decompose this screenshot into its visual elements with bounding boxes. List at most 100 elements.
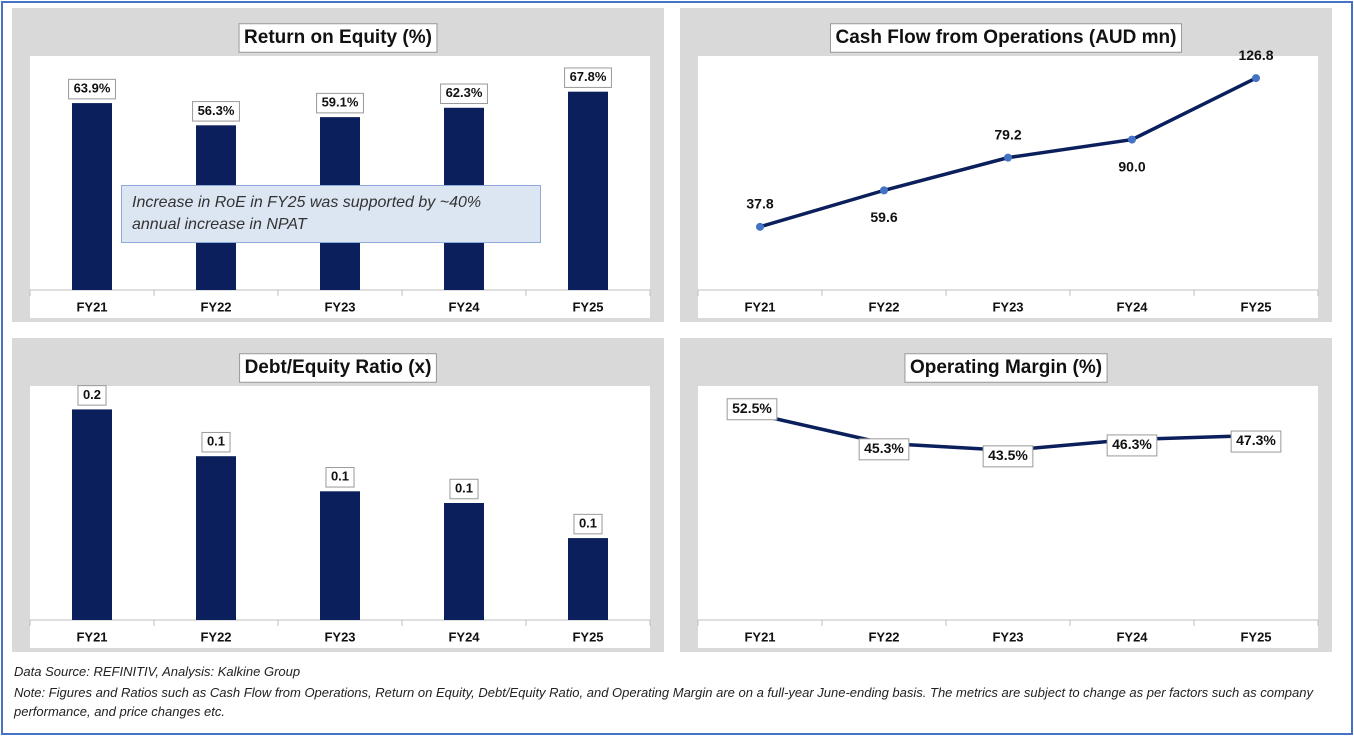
- x-tick-label: FY24: [1116, 629, 1148, 644]
- x-tick-label: FY23: [324, 299, 355, 314]
- data-label-box: [573, 513, 603, 535]
- data-label-box: [1230, 430, 1282, 453]
- x-tick-label: FY21: [744, 629, 775, 644]
- x-tick-label: FY23: [992, 629, 1023, 644]
- x-tick-label: FY25: [1240, 629, 1271, 644]
- data-label-box: [449, 478, 479, 500]
- x-tick-label: FY24: [1116, 299, 1148, 314]
- data-label-group: 0.1: [449, 478, 479, 500]
- data-label-group: 63.9%: [68, 78, 116, 100]
- data-label: 0.2: [83, 387, 101, 402]
- data-label: 67.8%: [570, 69, 607, 84]
- label-strip: [30, 290, 650, 318]
- data-label-box: [77, 385, 107, 406]
- data-label-group: 56.3%: [192, 101, 240, 122]
- data-label: 46.3%: [1112, 436, 1152, 452]
- chart-title: Cash Flow from Operations (AUD mn): [836, 27, 1177, 48]
- data-label-box: [440, 83, 488, 105]
- data-label: 63.9%: [74, 81, 111, 96]
- data-label: 59.6: [870, 209, 897, 225]
- chart-title-box: [904, 353, 1108, 383]
- bar: [568, 91, 608, 290]
- chart-title-group: Cash Flow from Operations (AUD mn): [830, 23, 1182, 53]
- x-tick-label: FY24: [448, 629, 480, 644]
- chart-title-group: Return on Equity (%): [238, 23, 438, 53]
- bar: [72, 409, 112, 620]
- data-label-group: 79.2: [994, 126, 1021, 142]
- x-tick-label: FY22: [200, 629, 231, 644]
- x-tick-label: FY23: [324, 629, 355, 644]
- label-strip: [30, 620, 650, 648]
- marker: [1252, 74, 1260, 83]
- data-label: 126.8: [1238, 47, 1273, 63]
- data-label-box: [726, 398, 778, 421]
- data-label-group: 47.3%: [1230, 430, 1282, 453]
- data-label: 0.1: [579, 516, 597, 531]
- data-label-group: 52.5%: [726, 398, 778, 421]
- data-label-group: 126.8: [1238, 47, 1273, 63]
- bar: [320, 491, 360, 620]
- data-label-box: [1106, 434, 1158, 457]
- data-label-group: 67.8%: [564, 67, 612, 88]
- x-tick-label: FY24: [448, 299, 480, 314]
- chart-title-box: [239, 353, 437, 383]
- data-label-group: 46.3%: [1106, 434, 1158, 457]
- chart-title-box: [830, 23, 1182, 53]
- data-label-group: 59.1%: [316, 92, 364, 114]
- chart-title: Return on Equity (%): [244, 27, 432, 48]
- bar: [196, 456, 236, 620]
- data-label-group: 0.2: [77, 385, 107, 406]
- data-label: 37.8: [746, 196, 773, 212]
- x-tick-label: FY21: [76, 629, 107, 644]
- x-tick-label: FY25: [572, 629, 603, 644]
- data-label-group: 0.1: [573, 513, 603, 535]
- data-label-box: [201, 431, 231, 453]
- marker: [880, 186, 888, 195]
- marker: [1128, 135, 1136, 144]
- data-label: 59.1%: [322, 95, 359, 110]
- data-label-group: 45.3%: [858, 438, 910, 461]
- x-tick-label: FY22: [868, 299, 899, 314]
- data-label-group: 37.8: [746, 196, 773, 212]
- source-note: Data Source: REFINITIV, Analysis: Kalkin…: [14, 664, 301, 679]
- footnote: Note: Figures and Ratios such as Cash Fl…: [14, 685, 1313, 719]
- plot-area: [698, 56, 1318, 290]
- x-tick-label: FY21: [744, 299, 775, 314]
- data-label: 45.3%: [864, 440, 904, 456]
- data-label: 52.5%: [732, 400, 772, 416]
- bar: [444, 503, 484, 620]
- chart-title-group: Debt/Equity Ratio (x): [239, 353, 437, 383]
- data-label: 62.3%: [446, 85, 483, 100]
- annotation: Increase in RoE in FY25 was supported by…: [121, 185, 541, 243]
- data-label: 0.1: [455, 480, 473, 495]
- marker: [756, 222, 764, 231]
- data-label-box: [982, 445, 1034, 468]
- data-label: 90.0: [1118, 158, 1145, 174]
- x-tick-label: FY22: [868, 629, 899, 644]
- data-label: 56.3%: [198, 103, 235, 118]
- label-strip: [698, 620, 1318, 648]
- data-label: 47.3%: [1236, 432, 1276, 448]
- data-label: 43.5%: [988, 447, 1028, 463]
- data-label: 0.1: [331, 469, 349, 484]
- data-label-group: 43.5%: [982, 445, 1034, 468]
- label-strip: [698, 290, 1318, 318]
- data-label-box: [68, 78, 116, 100]
- x-tick-label: FY21: [76, 299, 107, 314]
- data-label-group: 0.1: [325, 467, 355, 488]
- bar: [568, 538, 608, 620]
- x-tick-label: FY25: [572, 299, 603, 314]
- data-label-box: [564, 67, 612, 88]
- data-label-group: 62.3%: [440, 83, 488, 105]
- data-label-group: 59.6: [870, 209, 897, 225]
- data-label-box: [325, 467, 355, 488]
- data-label: 79.2: [994, 126, 1021, 142]
- data-label-box: [192, 101, 240, 122]
- chart-title-group: Operating Margin (%): [904, 353, 1108, 383]
- data-label: 0.1: [207, 434, 225, 449]
- chart-title-box: [238, 23, 438, 53]
- chart-title: Operating Margin (%): [910, 357, 1102, 378]
